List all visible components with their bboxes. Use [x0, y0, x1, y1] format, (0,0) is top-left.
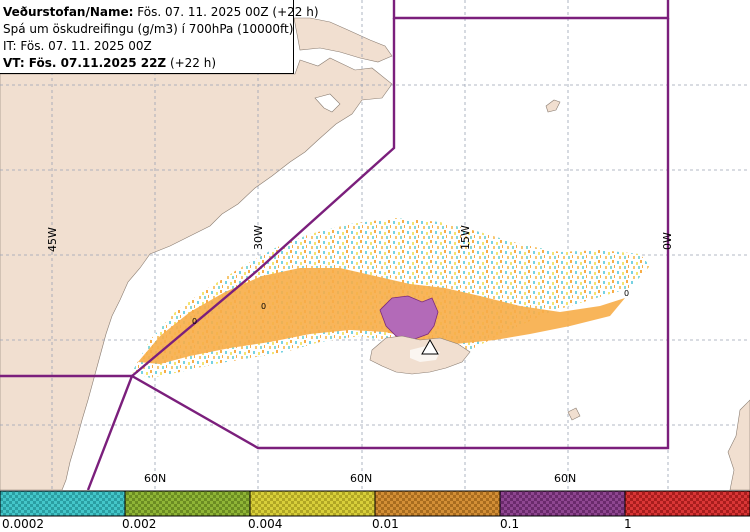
- legend-tick-3: 0.01: [372, 517, 399, 531]
- legend-tick-5: 1: [624, 517, 632, 531]
- lon-label-0w: 0W: [661, 232, 674, 250]
- info-valid-value: (+22 h): [166, 56, 217, 70]
- legend-swatch-2: [249, 490, 376, 517]
- legend-tick-0: 0.0002: [2, 517, 44, 531]
- lat-label-1: 60N: [144, 472, 166, 485]
- info-line-valid-time: VT: Fös. 07.11.2025 22Z (+22 h): [3, 55, 293, 72]
- lon-label-45w: 45W: [46, 227, 59, 252]
- forecast-info-box: Veðurstofan/Name: Fös. 07. 11. 2025 00Z …: [0, 0, 319, 74]
- greenland-north-land: [293, 17, 393, 63]
- volcano-marker-icon: [421, 338, 439, 355]
- contour-label-1: 0: [192, 317, 197, 326]
- info-name-value: Fös. 07. 11. 2025 00Z (+22 h): [133, 5, 319, 19]
- info-valid-label: VT: Fös. 07.11.2025 22Z: [3, 56, 167, 70]
- info-name-label: Veðurstofan/Name:: [3, 5, 134, 19]
- info-line-description: Spá um öskudreifingu (g/m3) í 700hPa (10…: [3, 22, 294, 36]
- ash-plume-mid: [138, 268, 625, 364]
- lon-label-30w: 30W: [252, 225, 265, 250]
- info-line-name: Veðurstofan/Name: Fös. 07. 11. 2025 00Z …: [3, 4, 319, 21]
- legend-swatch-3: [374, 490, 501, 517]
- faroe-islands: [567, 407, 581, 421]
- contour-label-2: 0: [261, 302, 266, 311]
- lat-label-2: 60N: [350, 472, 372, 485]
- latitude-labels: 60N 60N 60N: [144, 472, 576, 485]
- lon-label-15w: 15W: [459, 225, 472, 250]
- legend-swatch-1: [124, 490, 251, 517]
- legend-swatch-0: [0, 490, 126, 517]
- legend-tick-2: 0.004: [248, 517, 283, 531]
- legend-tick-1: 0.002: [122, 517, 157, 531]
- contour-label-3: 0: [624, 289, 629, 298]
- contour-labels: 0 0 0: [192, 289, 629, 326]
- fjord-inlet: [314, 93, 341, 113]
- legend-tick-4: 0.1: [500, 517, 520, 531]
- greenland-land: [0, 57, 393, 490]
- norway-coast: [727, 399, 750, 490]
- longitude-labels: 45W 30W 15W 0W: [46, 225, 674, 252]
- legend-swatch-5: [624, 490, 750, 517]
- info-line-issue-time: IT: Fös. 07. 11. 2025 00Z: [3, 39, 152, 53]
- legend-swatch-4: [499, 490, 626, 517]
- lat-label-3: 60N: [554, 472, 576, 485]
- legend-bar: [0, 490, 750, 517]
- ash-plume-high: [379, 295, 439, 341]
- jan-mayen-island: [545, 99, 561, 113]
- airspace-boundary: [0, 0, 670, 490]
